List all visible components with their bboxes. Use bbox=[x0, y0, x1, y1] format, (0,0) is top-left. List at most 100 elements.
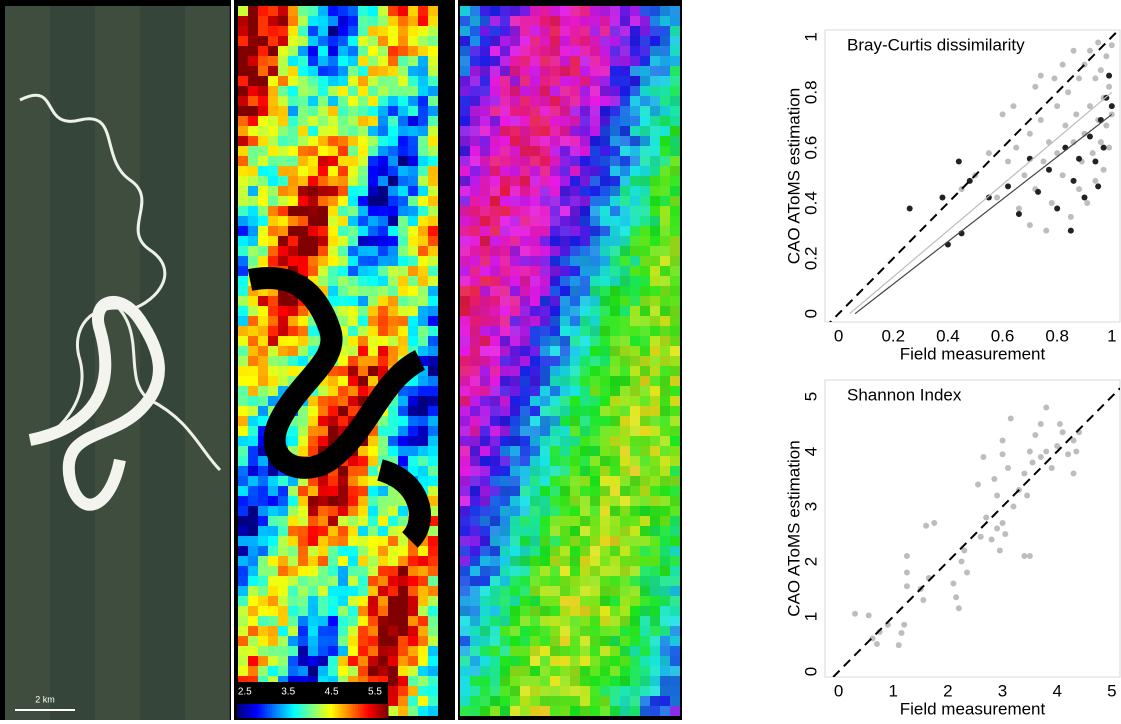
map-cell bbox=[388, 156, 398, 166]
map-cell bbox=[500, 566, 510, 576]
map-cell bbox=[620, 136, 630, 146]
map-cell bbox=[358, 306, 368, 316]
map-cell bbox=[660, 456, 670, 466]
map-cell bbox=[470, 566, 480, 576]
map-cell bbox=[480, 456, 490, 466]
map-cell bbox=[620, 66, 630, 76]
map-cell bbox=[550, 546, 560, 556]
map-cell bbox=[600, 616, 610, 626]
map-cell bbox=[318, 136, 328, 146]
map-cell bbox=[630, 246, 640, 256]
map-cell bbox=[358, 46, 368, 56]
map-cell bbox=[338, 126, 348, 136]
map-cell bbox=[248, 666, 258, 676]
map-cell bbox=[480, 436, 490, 446]
map-cell bbox=[640, 226, 650, 236]
map-cell bbox=[238, 536, 248, 546]
map-cell bbox=[378, 166, 388, 176]
map-cell bbox=[520, 306, 530, 316]
map-cell bbox=[640, 566, 650, 576]
map-cell bbox=[650, 666, 660, 676]
map-cell bbox=[428, 246, 438, 256]
map-cell bbox=[610, 536, 620, 546]
map-cell bbox=[570, 176, 580, 186]
map-cell bbox=[338, 306, 348, 316]
map-cell bbox=[480, 56, 490, 66]
map-cell bbox=[268, 306, 278, 316]
map-cell bbox=[600, 16, 610, 26]
map-cell bbox=[550, 536, 560, 546]
map-cell bbox=[378, 16, 388, 26]
map-cell bbox=[460, 166, 470, 176]
map-cell bbox=[620, 116, 630, 126]
map-cell bbox=[388, 236, 398, 246]
map-cell bbox=[338, 16, 348, 26]
map-cell bbox=[550, 86, 560, 96]
map-cell bbox=[520, 316, 530, 326]
map-cell bbox=[670, 406, 680, 416]
map-cell bbox=[490, 456, 500, 466]
map-cell bbox=[660, 486, 670, 496]
map-cell bbox=[248, 176, 258, 186]
map-cell bbox=[238, 196, 248, 206]
map-cell bbox=[248, 356, 258, 366]
map-cell bbox=[248, 406, 258, 416]
map-cell bbox=[660, 206, 670, 216]
map-cell bbox=[600, 546, 610, 556]
map-cell bbox=[418, 706, 428, 716]
map-cell bbox=[490, 686, 500, 696]
map-cell bbox=[308, 186, 318, 196]
map-cell bbox=[318, 386, 328, 396]
map-cell bbox=[510, 676, 520, 686]
map-cell bbox=[288, 546, 298, 556]
map-cell bbox=[550, 286, 560, 296]
map-cell bbox=[480, 136, 490, 146]
map-cell bbox=[590, 346, 600, 356]
map-cell bbox=[318, 176, 328, 186]
map-cell bbox=[238, 386, 248, 396]
map-cell bbox=[238, 506, 248, 516]
scatter-chart: 012345012345Field measurementCAO AToMS e… bbox=[784, 380, 1120, 718]
map-cell bbox=[630, 196, 640, 206]
map-cell bbox=[408, 66, 418, 76]
map-cell bbox=[308, 266, 318, 276]
map-cell bbox=[640, 126, 650, 136]
map-cell bbox=[378, 426, 388, 436]
map-cell bbox=[580, 426, 590, 436]
map-cell bbox=[368, 296, 378, 306]
map-cell bbox=[660, 156, 670, 166]
map-cell bbox=[540, 696, 550, 706]
map-cell bbox=[408, 6, 418, 16]
map-cell bbox=[268, 236, 278, 246]
map-cell bbox=[398, 166, 408, 176]
map-cell bbox=[550, 276, 560, 286]
map-cell bbox=[278, 516, 288, 526]
map-cell bbox=[660, 516, 670, 526]
map-cell bbox=[408, 36, 418, 46]
map-cell bbox=[470, 476, 480, 486]
map-cell bbox=[398, 26, 408, 36]
map-cell bbox=[368, 26, 378, 36]
map-cell bbox=[388, 256, 398, 266]
map-cell bbox=[480, 666, 490, 676]
map-cell bbox=[520, 526, 530, 536]
map-cell bbox=[560, 96, 570, 106]
map-cell bbox=[540, 16, 550, 26]
map-cell bbox=[630, 96, 640, 106]
map-cell bbox=[490, 516, 500, 526]
map-cell bbox=[600, 706, 610, 716]
map-cell bbox=[670, 666, 680, 676]
map-cell bbox=[470, 276, 480, 286]
map-cell bbox=[258, 196, 268, 206]
map-cell bbox=[590, 476, 600, 486]
point bbox=[1041, 158, 1047, 164]
map-cell bbox=[620, 426, 630, 436]
map-cell bbox=[470, 586, 480, 596]
map-cell bbox=[640, 556, 650, 566]
map-cell bbox=[480, 76, 490, 86]
map-cell bbox=[650, 546, 660, 556]
map-cell bbox=[318, 206, 328, 216]
map-cell bbox=[520, 416, 530, 426]
map-cell bbox=[510, 596, 520, 606]
map-cell bbox=[288, 326, 298, 336]
